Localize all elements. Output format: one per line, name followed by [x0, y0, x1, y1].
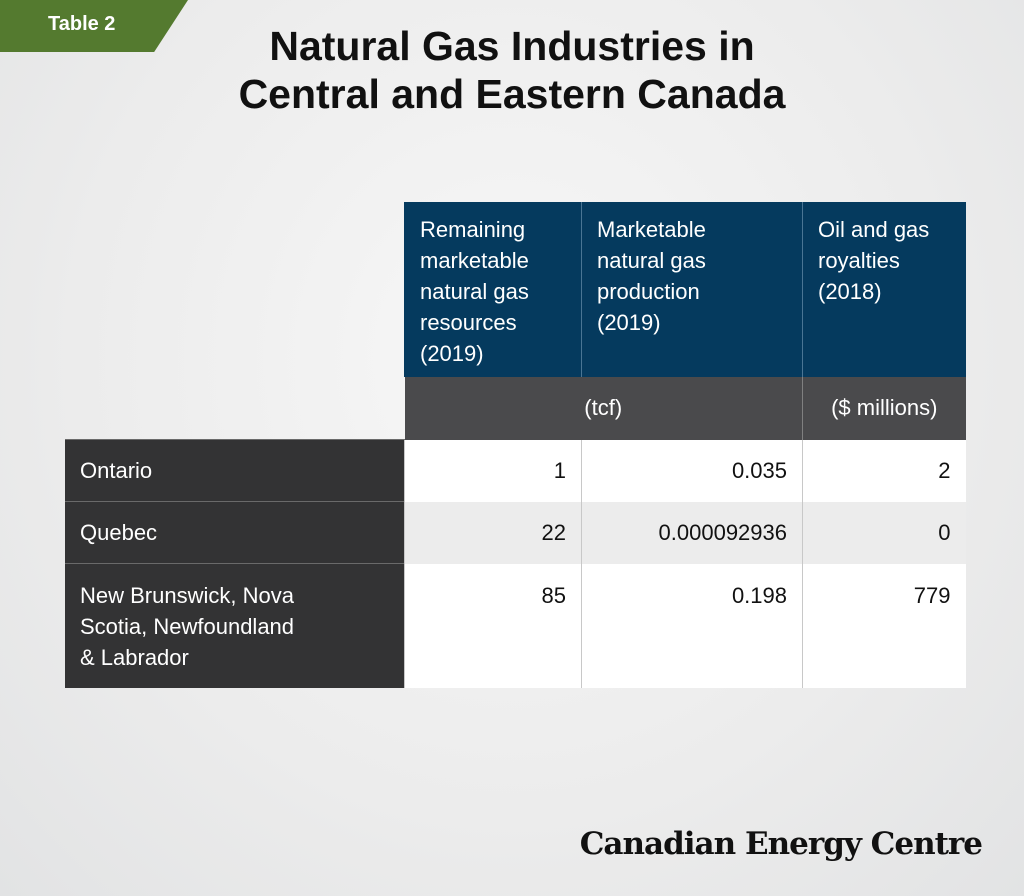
region-label: New Brunswick, Nova Scotia, Newfoundland… [65, 563, 405, 688]
header-line: Remaining [420, 217, 526, 242]
data-table: Remaining marketable natural gas resourc… [65, 202, 966, 688]
table-row: Ontario 1 0.035 2 [65, 439, 966, 502]
header-line: royalties [818, 248, 900, 273]
units-row: (tcf) ($ millions) [65, 377, 966, 440]
table-row: Quebec 22 0.000092936 0 [65, 501, 966, 564]
header-resources: Remaining marketable natural gas resourc… [404, 202, 582, 377]
header-line: natural gas [597, 248, 706, 273]
title-line-2: Central and Eastern Canada [238, 71, 786, 117]
resources-value: 1 [404, 439, 582, 502]
header-line: (2019) [420, 341, 484, 366]
header-production: Marketable natural gas production (2019) [581, 202, 803, 377]
table-row: New Brunswick, Nova Scotia, Newfoundland… [65, 563, 966, 688]
table-number-tag: Table 2 [0, 0, 188, 52]
table-number-label: Table 2 [48, 13, 116, 35]
units-tcf: (tcf) [404, 377, 803, 440]
region-line: New Brunswick, Nova [80, 583, 294, 608]
header-line: marketable [420, 248, 529, 273]
header-line: (2019) [597, 310, 661, 335]
resources-value: 22 [404, 501, 582, 564]
production-value: 0.035 [581, 439, 803, 502]
royalties-value: 779 [802, 563, 966, 688]
royalties-value: 2 [802, 439, 966, 502]
page-title: Natural Gas Industries in Central and Ea… [0, 22, 1024, 118]
title-line-1: Natural Gas Industries in [269, 23, 755, 69]
header-line: resources [420, 310, 517, 335]
royalties-value: 0 [802, 501, 966, 564]
header-line: production [597, 279, 700, 304]
brand-logo: Canadian Energy Centre [579, 826, 983, 862]
production-value: 0.000092936 [581, 501, 803, 564]
units-millions: ($ millions) [802, 377, 966, 440]
region-line: & Labrador [80, 645, 189, 670]
resources-value: 85 [404, 563, 582, 688]
production-value: 0.198 [581, 563, 803, 688]
header-line: Oil and gas [818, 217, 930, 242]
header-row: Remaining marketable natural gas resourc… [65, 202, 966, 377]
header-line: Marketable [597, 217, 706, 242]
header-line: (2018) [818, 279, 882, 304]
region-line: Scotia, Newfoundland [80, 614, 295, 639]
region-label: Quebec [65, 501, 405, 564]
header-royalties: Oil and gas royalties (2018) [802, 202, 966, 377]
region-label: Ontario [65, 439, 405, 502]
header-line: natural gas [420, 279, 529, 304]
